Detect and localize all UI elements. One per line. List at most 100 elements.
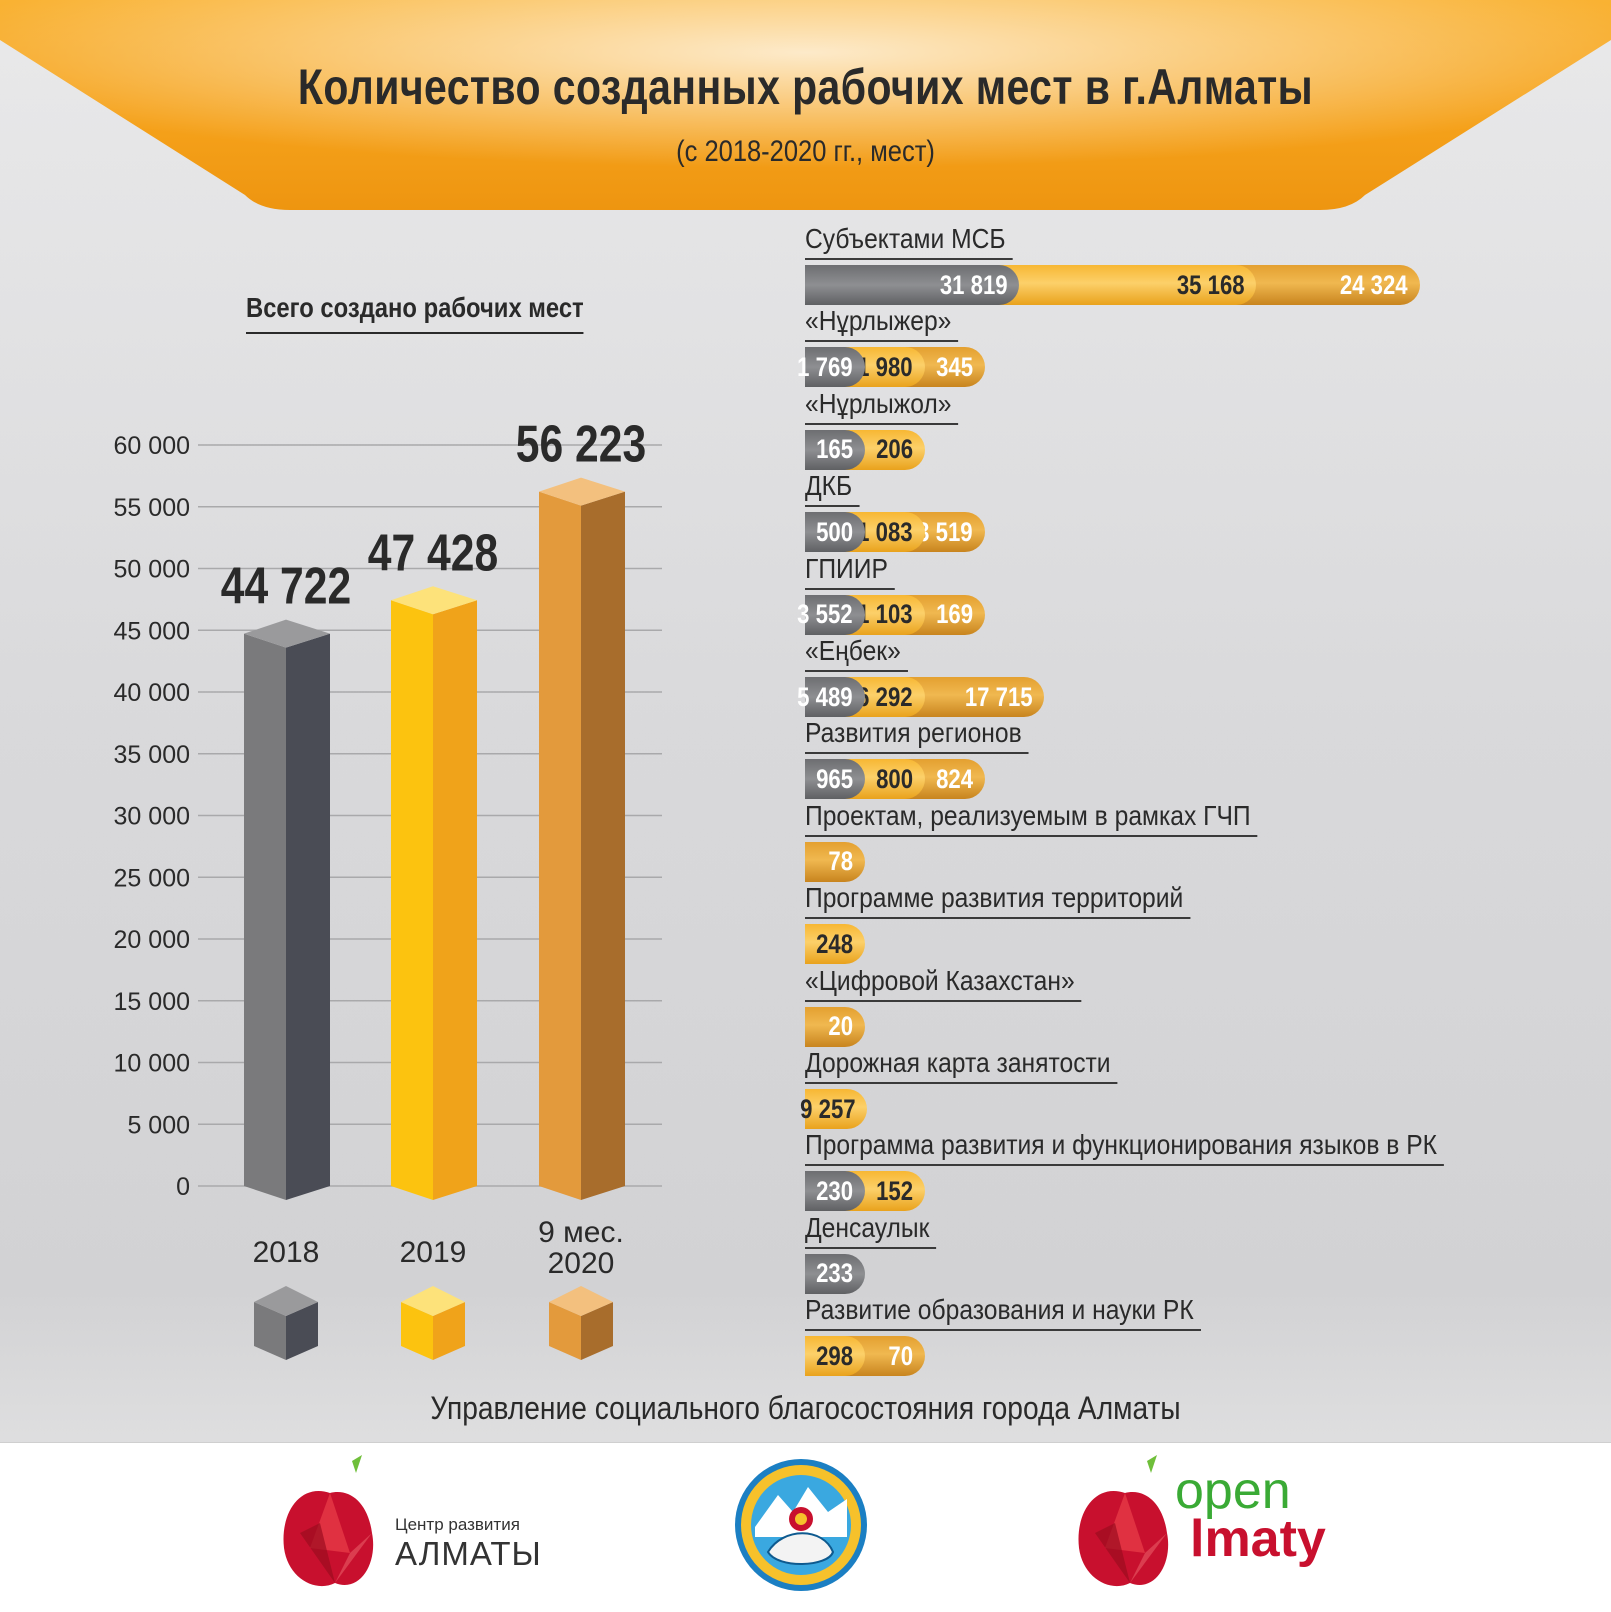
bar-segment-value: 169 [936,599,973,630]
y-tick-label: 55 000 [114,494,190,522]
bar-2018 [244,619,330,1200]
y-tick-label: 60 000 [114,432,190,460]
bar-value-label: 56 223 [516,416,646,474]
bar-segment-2018: 1 769 [798,347,865,388]
program-label: Программа развития и функционирования яз… [805,1129,1445,1167]
almaty-development-center-logo-icon [283,1455,374,1587]
bar-segment-2018: 233 [805,1253,865,1294]
bar-segment-value: 1 103 [857,599,913,630]
logo3-line1: open [1175,1462,1291,1520]
program-row: Проектам, реализуемым в рамках ГЧП 78 [805,800,1595,882]
bar-segment-value: 206 [876,434,913,465]
program-label: «Нұрлыжол» [805,388,959,425]
program-row: ДКБ 3 519 1 083 500 [805,470,1595,553]
program-label: Проектам, реализуемым в рамках ГЧП [805,800,1258,837]
program-label: ДКБ [805,470,860,508]
program-bar-track: 20 [805,1006,865,1047]
program-bar-track: 3 519 1 083 500 [805,512,985,553]
bar-segment-value: 9 257 [799,1093,856,1124]
bar-segment-9-мес.-2020: 20 [805,1006,865,1047]
y-tick-label: 45 000 [114,617,190,645]
bar-segment-2018: 965 [805,759,865,800]
bar-segment-value: 31 819 [939,269,1008,300]
bar-segment-value: 233 [816,1258,853,1289]
bar-segment-value: 824 [936,763,973,794]
program-row: Программа развития и функционирования яз… [805,1129,1595,1212]
program-label: «Цифровой Казахстан» [805,965,1082,1002]
page-title: Количество созданных рабочих мест в г.Ал… [297,59,1314,115]
program-bar-track: 233 [805,1253,865,1294]
program-row: Развитие образования и науки РК 70 298 [805,1294,1595,1377]
program-row: Субъектами МСБ 24 324 35 168 31 819 [805,223,1595,305]
bar-segment-value: 345 [936,351,973,382]
program-row: «Нұрлыжер» 345 1 980 1 769 [798,305,1595,388]
logo1-line2: АЛМАТЫ [395,1535,542,1572]
bar-segment-value: 20 [828,1011,853,1042]
program-label: ГПИИР [805,553,895,590]
bar-segment-2018: 5 489 [798,677,865,717]
legend-cube-icon [549,1286,613,1360]
bar-segment-2018: 3 552 [798,594,865,635]
bar-segment-value: 5 489 [797,681,853,712]
program-bar-track: 78 [805,841,865,882]
program-label: Дорожная карта занятости [805,1047,1118,1084]
bar-9-мес.-2020 [539,477,625,1200]
total-jobs-bar-chart: 0 5 000 10 000 15 000 20 000 25 000 30 000 35 0… [114,416,662,1360]
bar-segment-2019: 9 257 [800,1089,868,1129]
bar-segment-value: 165 [816,434,853,465]
bar-segment-2018: 500 [805,512,865,553]
program-row: «Нұрлыжол» 206 165 [805,388,1595,470]
bar-segment-value: 70 [888,1340,913,1371]
program-row: Дорожная карта занятости 9 257 [800,1047,1595,1129]
bar-segment-2018: 165 [805,429,865,470]
program-row: ГПИИР 169 1 103 3 552 [798,553,1595,635]
open-almaty-logo-icon [1078,1455,1169,1587]
bar-segment-value: 248 [816,928,853,959]
x-category-label: 2018 [253,1236,320,1269]
y-tick-label: 50 000 [114,556,190,584]
bar-value-label: 47 428 [368,524,498,582]
bar-segment-value: 965 [816,763,853,794]
bar-segment-2018: 31 819 [805,265,1020,305]
y-tick-label: 20 000 [114,926,190,954]
program-label: Денсаулык [805,1212,937,1249]
program-row: Программе развития территорий 248 [805,882,1595,965]
program-label: «Еңбек» [805,635,908,672]
bar-segment-value: 152 [876,1175,913,1206]
bar-segment-value: 1 980 [857,351,913,382]
program-bar-track: 169 1 103 3 552 [798,594,985,635]
bar-segment-2019: 248 [805,924,865,965]
program-label: «Нұрлыжер» [805,305,959,343]
footer: Центр развития АЛМАТЫ open lmaty [0,1442,1611,1612]
program-bar-track: 345 1 980 1 769 [798,347,985,388]
bar-segment-2019: 298 [805,1336,865,1377]
logo1-line1: Центр развития [395,1515,520,1534]
bar-segment-value: 230 [816,1175,853,1206]
bar-segment-2018: 230 [805,1171,865,1212]
page-subtitle: (с 2018-2020 гг., мест) [676,135,935,168]
program-label: Программе развития территорий [805,882,1191,920]
y-tick-label: 30 000 [114,803,190,831]
bar-segment-value: 17 715 [964,681,1033,712]
program-bar-track: 24 324 35 168 31 819 [805,265,1420,305]
program-row: Денсаулык 233 [805,1212,1595,1294]
bar-segment-value: 24 324 [1340,269,1408,300]
bar-segment-value: 3 552 [797,599,853,630]
almaty-emblem-icon [735,1459,867,1591]
y-tick-label: 35 000 [114,741,190,769]
program-bar-track: 824 800 965 [805,759,985,800]
bar-segment-value: 6 292 [857,681,913,712]
program-row: Развития регионов 824 800 965 [805,717,1595,800]
program-bar-track: 70 298 [805,1336,925,1377]
bar-value-label: 44 722 [221,558,351,616]
bar-segment-value: 3 519 [917,516,973,547]
program-bar-track: 248 [805,924,865,965]
y-tick-label: 5 000 [127,1111,190,1139]
x-category-label: 9 мес. [538,1216,624,1249]
program-row: «Цифровой Казахстан» 20 [805,965,1595,1047]
bar-2019 [391,586,477,1200]
y-tick-label: 25 000 [114,864,190,892]
legend-cube-icon [401,1286,465,1360]
bar-segment-value: 1 769 [797,351,853,382]
bar-segment-value: 800 [876,763,913,794]
